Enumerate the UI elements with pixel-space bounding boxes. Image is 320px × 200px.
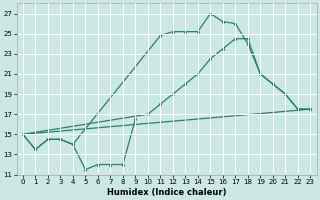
X-axis label: Humidex (Indice chaleur): Humidex (Indice chaleur) — [107, 188, 226, 197]
